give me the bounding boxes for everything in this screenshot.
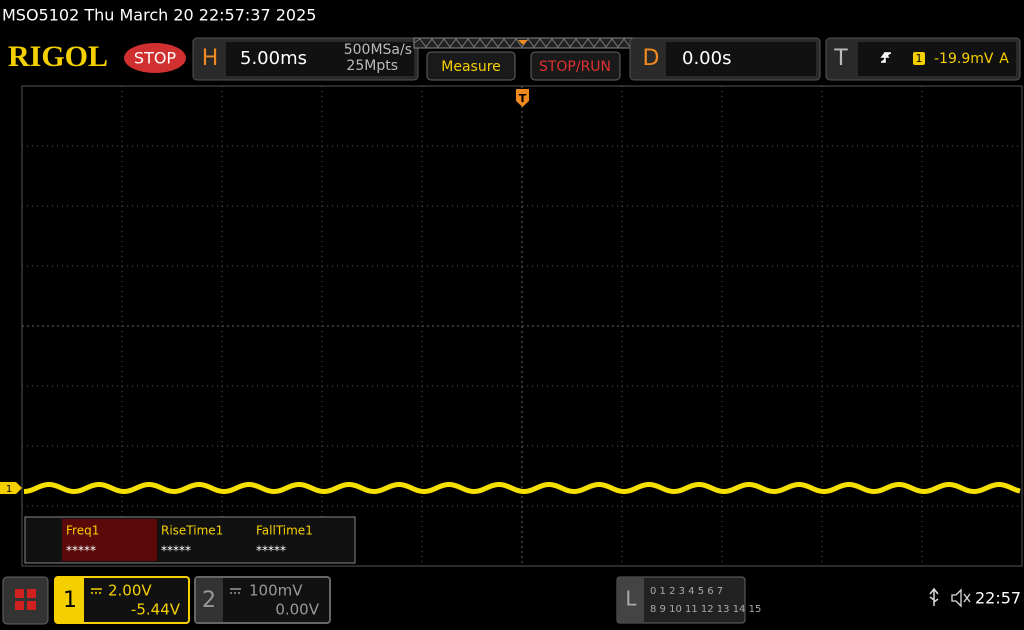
logic-row: 8 9 10 11 12 13 14 15	[650, 604, 761, 615]
status-time: 22:57	[975, 589, 1021, 608]
trigger-source: 1	[916, 52, 923, 65]
ch2-scale: 100mV	[249, 582, 303, 600]
state-bg	[124, 43, 186, 73]
measure-highlight	[62, 519, 157, 561]
horizontal-inner	[226, 42, 414, 76]
ch1-bg	[54, 576, 190, 624]
trigger-label: T	[833, 46, 848, 71]
channel-marker: 1	[0, 482, 22, 495]
delay-label: D	[643, 46, 660, 71]
menu-icon	[15, 589, 36, 610]
menu-bg	[2, 576, 49, 625]
delay-value: 0.00s	[682, 48, 731, 69]
ch2-label: 2	[202, 588, 216, 613]
logic-row: 0 1 2 3 4 5 6 7	[650, 586, 723, 597]
trigger-source-bg	[913, 52, 925, 65]
graticule	[21, 85, 1023, 567]
usb-icon	[929, 587, 939, 606]
logic-label-bg	[618, 578, 644, 622]
sample-rate: 500MSa/s	[344, 42, 412, 58]
ch1-offset: -5.44V	[131, 601, 181, 619]
state-badge: STOP	[124, 43, 186, 73]
measure-value: *****	[256, 544, 286, 558]
header-title: MSO5102 Thu March 20 22:57:37 2025	[2, 6, 316, 25]
ch2-bg	[194, 576, 331, 624]
memory-bar-pattern	[413, 38, 631, 48]
horizontal-box[interactable]: H 5.00ms 500MSa/s 25Mpts	[192, 37, 419, 81]
channel-1-box[interactable]: 1 2.00V -5.44V	[54, 576, 190, 624]
ch2-offset: 0.00V	[275, 601, 319, 619]
ch1-label: 1	[63, 588, 77, 613]
trigger-marker-shape	[516, 89, 529, 107]
horizontal-label: H	[202, 46, 219, 71]
ch2-label-bg	[196, 578, 223, 622]
measure-name: FallTime1	[256, 524, 313, 538]
trigger-position-marker: T	[516, 89, 529, 107]
trigger-marker-text: T	[519, 92, 527, 105]
channel-marker-text: 1	[6, 484, 12, 495]
ch2-coupling-icon	[230, 588, 241, 594]
measure-button[interactable]: Measure	[426, 51, 516, 81]
waveform-trace	[23, 482, 1021, 495]
menu-button[interactable]	[2, 576, 49, 625]
measure-name: Freq1	[66, 524, 99, 538]
mute-icon[interactable]	[951, 588, 971, 608]
measure-button-bg	[426, 51, 516, 81]
logic-box[interactable]: L 0 1 2 3 4 5 6 7 8 9 10 11 12 13 14 15	[616, 576, 761, 624]
trigger-edge-icon	[880, 51, 891, 63]
delay-inner	[666, 42, 816, 76]
logic-bg	[616, 576, 746, 624]
memory-marker	[518, 40, 528, 45]
logic-label: L	[625, 587, 637, 611]
stop-run-bg	[530, 51, 621, 81]
trigger-level: -19.9mV	[934, 51, 994, 67]
memory-bar	[413, 37, 635, 49]
trigger-box[interactable]: T 1 -19.9mV A	[825, 37, 1021, 81]
measure-name: RiseTime1	[161, 524, 223, 538]
memory-depth: 25Mpts	[346, 58, 398, 74]
measure-panel: Freq1 ***** RiseTime1 ***** FallTime1 **…	[24, 516, 356, 564]
logo: RIGOL	[8, 40, 108, 73]
measure-button-text: Measure	[441, 59, 501, 75]
timebase: 5.00ms	[240, 48, 307, 69]
ch1-coupling-icon	[91, 588, 102, 594]
stop-run-text: STOP/RUN	[539, 59, 611, 75]
delay-box[interactable]: D 0.00s	[629, 37, 821, 81]
state-text: STOP	[134, 49, 177, 68]
channel-marker-shape	[0, 482, 22, 494]
measure-value: *****	[161, 544, 191, 558]
ch1-label-bg	[56, 578, 84, 622]
measure-value: *****	[66, 544, 96, 558]
ch1-scale: 2.00V	[108, 582, 152, 600]
trigger-mode: A	[999, 51, 1009, 67]
stop-run-button[interactable]: STOP/RUN	[530, 51, 621, 81]
channel-2-box[interactable]: 2 100mV 0.00V	[194, 576, 331, 624]
